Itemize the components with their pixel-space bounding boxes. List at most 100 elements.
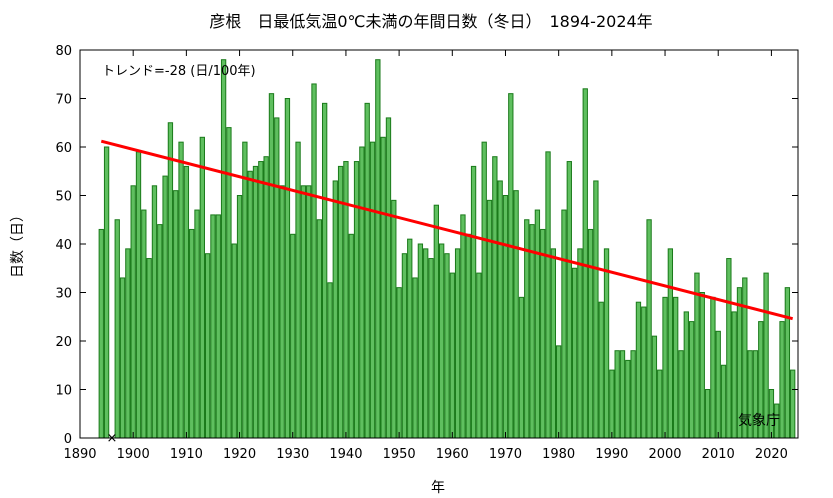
bar-1990: [609, 369, 615, 439]
bar-2008: [704, 389, 711, 439]
bar-1921: [242, 141, 248, 439]
bar-1991: [614, 350, 620, 439]
bar-1912: [194, 209, 200, 439]
bar-1899: [125, 248, 131, 439]
bar-1944: [364, 102, 370, 439]
x-tick-label-1920: 1920: [223, 447, 256, 462]
bar-1962: [460, 214, 466, 439]
bar-1928: [279, 185, 285, 439]
x-tick-label-1950: 1950: [383, 447, 416, 462]
bar-2007: [699, 292, 705, 439]
trend-label: トレンド=-28 (日/100年): [102, 64, 256, 79]
bar-1981: [561, 209, 567, 439]
bar-1987: [593, 180, 599, 439]
bar-2009: [710, 296, 716, 439]
trend-line: [100, 139, 794, 321]
bar-2012: [726, 258, 732, 439]
bar-1978: [545, 151, 551, 439]
bar-1973: [518, 296, 525, 439]
bar-1961: [454, 248, 461, 439]
x-tick-label-1900: 1900: [117, 447, 150, 462]
bar-series: [98, 59, 796, 439]
bar-1955: [423, 248, 429, 439]
y-tick-label-30: 30: [55, 287, 72, 302]
bar-1914: [204, 253, 211, 439]
bar-1983: [571, 267, 578, 439]
bar-1909: [178, 141, 184, 439]
y-tick-label-70: 70: [55, 93, 72, 108]
bar-1954: [417, 243, 424, 439]
bar-2024: [790, 369, 796, 439]
bar-1913: [199, 136, 205, 439]
x-tick-label-1960: 1960: [436, 447, 469, 462]
bar-1953: [412, 277, 418, 439]
bar-1950: [396, 287, 402, 439]
bar-1972: [513, 190, 519, 439]
y-tick-label-0: 0: [64, 432, 72, 447]
bar-1947: [380, 136, 386, 439]
bar-1951: [401, 253, 408, 439]
bar-1967: [486, 199, 493, 439]
x-tick-label-1930: 1930: [276, 447, 309, 462]
bar-1917: [220, 59, 227, 439]
bar-1900: [130, 185, 136, 439]
bar-2013: [731, 311, 737, 439]
bar-1946: [375, 59, 381, 439]
bar-1952: [407, 238, 413, 439]
y-tick-label-80: 80: [55, 44, 72, 59]
x-tick-label-2020: 2020: [755, 447, 788, 462]
bar-1984: [577, 248, 583, 439]
bar-1965: [476, 272, 482, 439]
bar-1943: [359, 146, 365, 439]
bar-1970: [502, 195, 509, 439]
bar-1907: [167, 122, 174, 439]
source-label: 気象庁: [738, 413, 780, 429]
x-tick-label-1940: 1940: [329, 447, 362, 462]
bar-1931: [295, 141, 301, 439]
bar-1926: [268, 93, 275, 439]
bar-1994: [630, 350, 636, 439]
bar-1915: [210, 214, 216, 439]
bar-1919: [231, 243, 237, 439]
bar-1916: [215, 214, 221, 439]
bar-1903: [146, 258, 152, 439]
bar-1936: [321, 102, 328, 439]
bar-1938: [332, 180, 338, 439]
x-tick-label-1910: 1910: [170, 447, 203, 462]
bar-1995: [635, 301, 642, 439]
y-tick-label-60: 60: [55, 141, 72, 156]
axes: 1890 1900 1910 1920 1930 1940 1950 1960 1970 1980…: [55, 44, 798, 462]
y-axis-label: 日数（日）: [10, 208, 26, 278]
bar-1906: [162, 175, 168, 439]
bar-2006: [694, 272, 700, 439]
bar-1971: [508, 93, 514, 439]
bar-1937: [327, 282, 333, 439]
bar-1927: [274, 117, 280, 439]
bar-1980: [556, 345, 562, 439]
bar-1902: [141, 209, 147, 439]
bar-1957: [433, 204, 440, 439]
bar-1948: [385, 117, 392, 439]
bar-1968: [492, 156, 498, 439]
y-tick-label-40: 40: [55, 238, 72, 253]
bar-1969: [497, 180, 503, 439]
bar-1935: [316, 219, 322, 439]
bar-1982: [566, 161, 572, 439]
bar-1941: [348, 233, 354, 439]
bar-1974: [524, 219, 530, 439]
bar-1979: [550, 248, 557, 439]
bar-1977: [540, 228, 546, 439]
bar-1908: [173, 190, 179, 439]
x-tick-label-2010: 2010: [702, 447, 735, 462]
bar-1930: [290, 233, 296, 439]
bar-1966: [481, 141, 487, 439]
bar-1986: [587, 228, 594, 439]
bar-1988: [598, 301, 604, 439]
bar-1932: [300, 185, 307, 439]
bar-1904: [151, 185, 158, 439]
bar-1997: [646, 219, 652, 439]
bar-2005: [688, 321, 695, 439]
y-tick-label-50: 50: [55, 190, 72, 205]
bar-1905: [157, 224, 163, 439]
